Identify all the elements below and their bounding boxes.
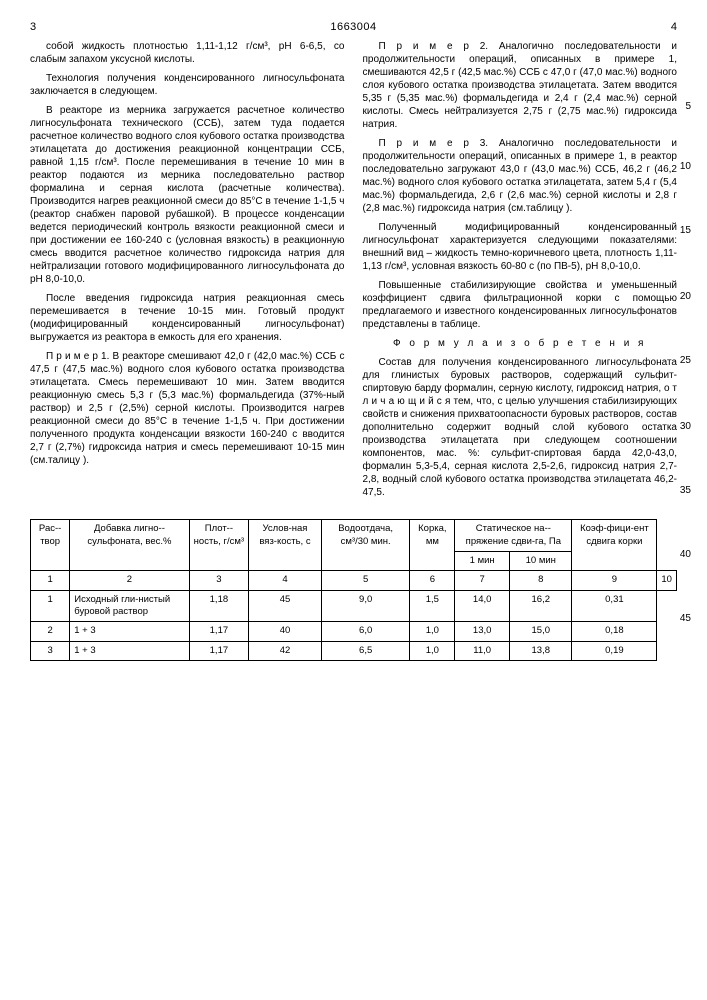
table-cell: Исходный гли-­нистый буровой раствор — [70, 590, 189, 622]
line-num: 25 — [680, 354, 691, 367]
table-row: 21 + 31,17406,01,013,015,00,18 — [31, 622, 677, 641]
table-cell: 1,17 — [189, 622, 248, 641]
table-cell: 3 — [31, 641, 70, 660]
table-cell: 9,0 — [321, 590, 410, 622]
line-num: 45 — [680, 612, 691, 625]
table-cell: 1 + 3 — [70, 641, 189, 660]
paragraph: Технология получения конденсированного л… — [30, 72, 345, 98]
left-column: собой жидкость плотностью 1,11-1,12 г/см… — [30, 40, 345, 505]
table-row: 1Исходный гли-­нистый буровой раствор1,1… — [31, 590, 677, 622]
table-cell: 1 + 3 — [70, 622, 189, 641]
table-cell: 2 — [31, 622, 70, 641]
col-num: 3 — [189, 571, 248, 590]
formula-heading: Ф о р м у л а и з о б р е т е н и я — [363, 337, 678, 350]
two-column-body: 5 10 15 20 25 30 35 40 45 собой жидкость… — [30, 40, 677, 505]
col-header: Добавка лигно-­сульфоната, вес.% — [70, 520, 189, 571]
col-num: 10 — [657, 571, 677, 590]
col-header: Коэф-­фици-­ент сдвига корки — [572, 520, 657, 571]
paragraph: Полученный модифицированный конденсирова… — [363, 221, 678, 273]
paragraph: собой жидкость плотностью 1,11-1,12 г/см… — [30, 40, 345, 66]
col-subheader: 10 мин — [510, 551, 572, 570]
table-cell: 16,2 — [510, 590, 572, 622]
paragraph: В реакторе из мерника загружается расчет… — [30, 104, 345, 286]
table-cell: 42 — [249, 641, 322, 660]
line-num: 40 — [680, 548, 691, 561]
col-num: 7 — [455, 571, 510, 590]
col-header: Плот-­ность, г/см³ — [189, 520, 248, 571]
line-num: 15 — [680, 224, 691, 237]
table-cell: 1,0 — [410, 622, 455, 641]
page-header: 3 1663004 4 — [30, 20, 677, 34]
col-header: Статическое на-­пряжение сдви-­га, Па — [455, 520, 572, 552]
patent-number: 1663004 — [330, 20, 376, 34]
table-cell: 14,0 — [455, 590, 510, 622]
page-num-right: 4 — [671, 20, 677, 34]
table-cell: 1,5 — [410, 590, 455, 622]
table-cell: 40 — [249, 622, 322, 641]
col-num: 2 — [70, 571, 189, 590]
table-cell: 1,17 — [189, 641, 248, 660]
table-numrow: 1 2 3 4 5 6 7 8 9 10 — [31, 571, 677, 590]
col-header: Рас-­твор — [31, 520, 70, 571]
table-cell: 0,31 — [572, 590, 657, 622]
data-table: Рас-­твор Добавка лигно-­сульфоната, вес… — [30, 519, 677, 661]
table-cell: 13,0 — [455, 622, 510, 641]
table-cell: 1 — [31, 590, 70, 622]
paragraph: П р и м е р 1. В реакторе смешивают 42,0… — [30, 350, 345, 467]
col-num: 6 — [410, 571, 455, 590]
table-cell: 0,19 — [572, 641, 657, 660]
paragraph: П р и м е р 2. Аналогично последовательн… — [363, 40, 678, 131]
table-cell: 11,0 — [455, 641, 510, 660]
paragraph: Состав для получения конденсированного л… — [363, 356, 678, 499]
col-num: 9 — [572, 571, 657, 590]
table-cell: 6,0 — [321, 622, 410, 641]
col-num: 5 — [321, 571, 410, 590]
line-num: 10 — [680, 160, 691, 173]
table-cell: 0,18 — [572, 622, 657, 641]
table-cell: 6,5 — [321, 641, 410, 660]
page-num-left: 3 — [30, 20, 36, 34]
table-cell: 1,0 — [410, 641, 455, 660]
table-cell: 13,8 — [510, 641, 572, 660]
table-row: 31 + 31,17426,51,011,013,80,19 — [31, 641, 677, 660]
col-subheader: 1 мин — [455, 551, 510, 570]
line-num: 30 — [680, 420, 691, 433]
col-header: Водоотдача, см³/30 мин. — [321, 520, 410, 571]
table-cell: 45 — [249, 590, 322, 622]
right-column: П р и м е р 2. Аналогично последовательн… — [363, 40, 678, 505]
table-cell: 1,18 — [189, 590, 248, 622]
col-header: Корка, мм — [410, 520, 455, 571]
paragraph: После введения гидроксида натрия реакцио… — [30, 292, 345, 344]
line-num: 5 — [685, 100, 691, 113]
col-num: 1 — [31, 571, 70, 590]
line-num: 20 — [680, 290, 691, 303]
col-num: 8 — [510, 571, 572, 590]
table-cell: 15,0 — [510, 622, 572, 641]
col-num: 4 — [249, 571, 322, 590]
paragraph: Повышенные стабилизирующие свойства и ум… — [363, 279, 678, 331]
line-num: 35 — [680, 484, 691, 497]
paragraph: П р и м е р 3. Аналогично последовательн… — [363, 137, 678, 215]
table-header-row: Рас-­твор Добавка лигно-­сульфоната, вес… — [31, 520, 677, 552]
col-header: Услов-­ная вяз-­кость, с — [249, 520, 322, 571]
